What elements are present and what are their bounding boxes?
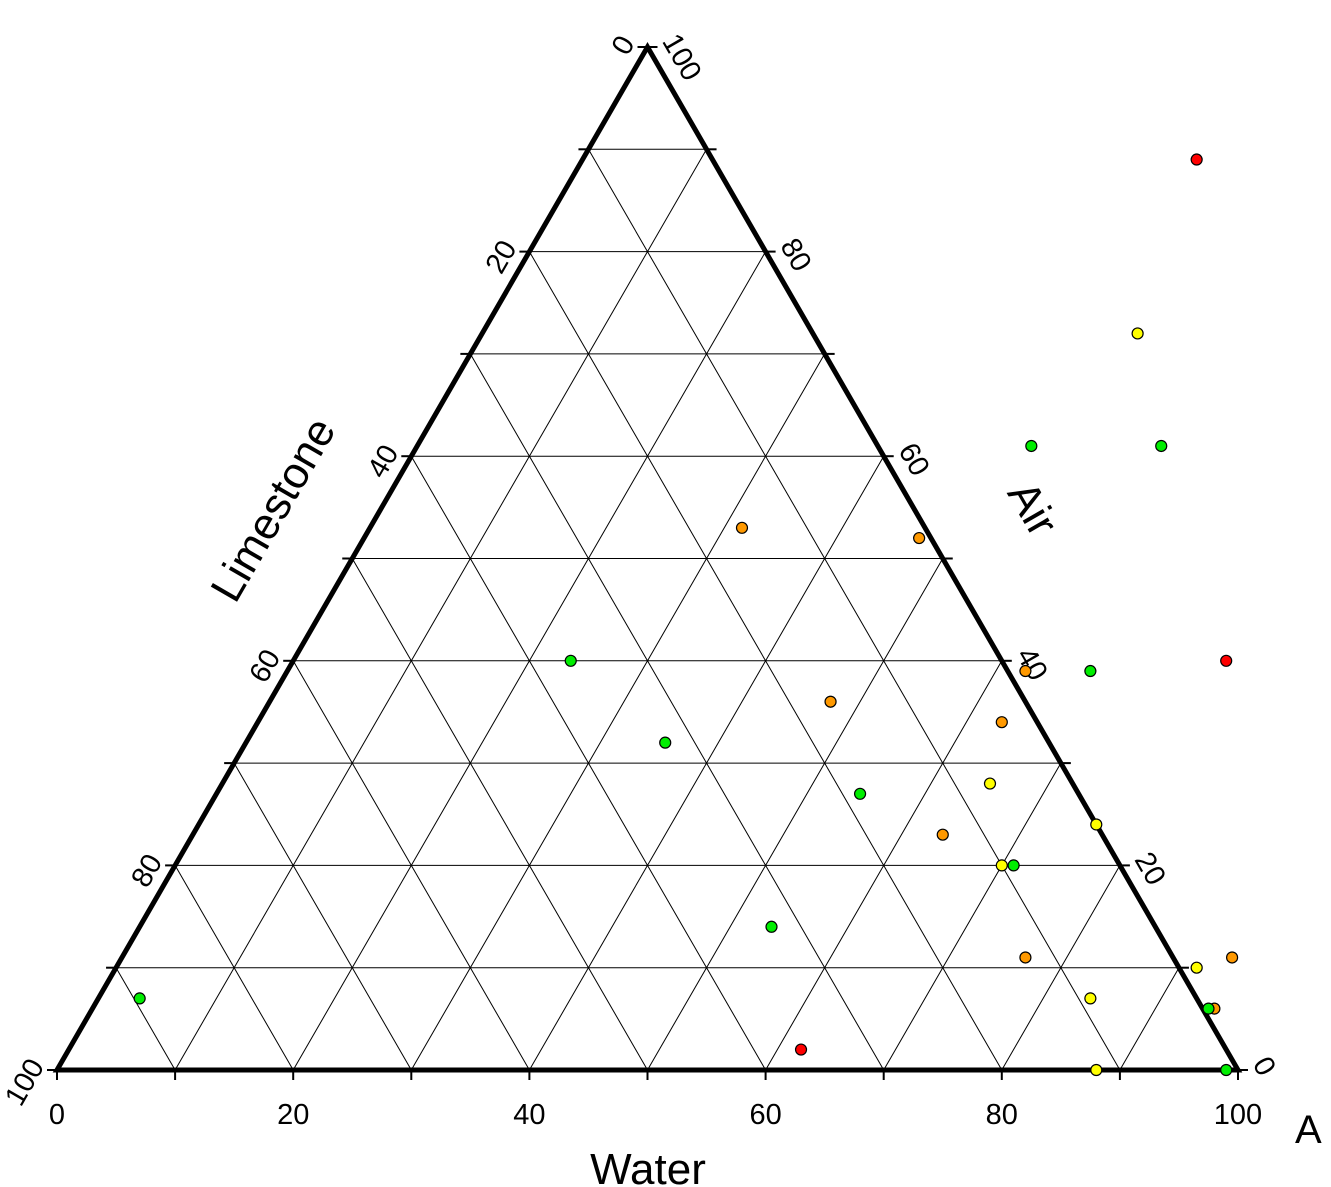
data-point-29 xyxy=(1090,1063,1103,1077)
right-tick-label: 80 xyxy=(774,233,818,277)
data-point-14 xyxy=(983,777,997,790)
bottom-tick-label: 0 xyxy=(49,1099,65,1131)
grid-line-water-10 xyxy=(174,149,707,1071)
left-tick-label: 100 xyxy=(0,1054,51,1112)
bottom-tick-label: 80 xyxy=(986,1099,1018,1131)
bottom-tick-label: 60 xyxy=(749,1099,781,1131)
data-point-28 xyxy=(794,1043,808,1056)
data-point-12 xyxy=(995,716,1008,729)
right-tick-label: 20 xyxy=(1128,847,1172,891)
data-points xyxy=(133,153,1239,1077)
data-point-9 xyxy=(1019,664,1032,678)
bottom-axis-title: Water xyxy=(590,1145,706,1187)
grid-line-water-30 xyxy=(410,353,826,1071)
grid-line-limestone-80 xyxy=(174,865,294,1071)
data-point-23 xyxy=(1190,961,1203,974)
grid-line-limestone-10 xyxy=(588,149,1121,1071)
left-tick-label: 0 xyxy=(606,31,642,61)
data-point-4 xyxy=(1155,439,1168,453)
bottom-tick-label: 40 xyxy=(513,1099,545,1131)
right-axis-title: Air xyxy=(998,473,1067,544)
left-axis-title: Limestone xyxy=(201,410,345,610)
data-point-21 xyxy=(1019,951,1032,964)
grid-line-limestone-50 xyxy=(351,558,648,1071)
data-point-8 xyxy=(1220,654,1233,667)
data-point-1 xyxy=(1190,153,1203,166)
data-point-6 xyxy=(913,531,926,545)
data-point-22 xyxy=(1225,951,1239,964)
data-point-19 xyxy=(1007,859,1020,872)
data-point-24 xyxy=(1084,992,1097,1005)
data-point-30 xyxy=(1220,1063,1233,1077)
data-point-20 xyxy=(765,920,778,933)
grid-line-water-80 xyxy=(1001,865,1121,1071)
grid-lines xyxy=(115,148,1180,1071)
grid-line-limestone-90 xyxy=(115,967,176,1071)
data-point-15 xyxy=(853,787,867,800)
data-point-18 xyxy=(995,859,1008,872)
data-point-13 xyxy=(659,736,672,749)
grid-line-limestone-60 xyxy=(292,660,530,1071)
data-point-10 xyxy=(1084,664,1097,678)
grid-line-water-70 xyxy=(883,762,1062,1071)
data-point-11 xyxy=(824,695,837,708)
bottom-tick-label: 20 xyxy=(277,1099,309,1131)
data-point-26 xyxy=(1202,1002,1215,1015)
grid-line-water-60 xyxy=(765,660,1003,1071)
grid-line-limestone-70 xyxy=(233,762,412,1071)
data-point-7 xyxy=(564,654,577,667)
data-point-3 xyxy=(1025,439,1038,453)
right-tick-label: 60 xyxy=(892,438,936,482)
data-point-2 xyxy=(1131,327,1144,340)
right-tick-label: 0 xyxy=(1246,1052,1282,1082)
data-point-5 xyxy=(735,521,749,534)
corner-label-a: A xyxy=(1295,1108,1322,1152)
grid-line-limestone-30 xyxy=(469,353,885,1071)
bottom-tick-label: 100 xyxy=(1214,1099,1262,1131)
right-tick-label: 40 xyxy=(1010,642,1054,686)
data-point-27 xyxy=(133,992,146,1005)
data-point-16 xyxy=(1090,818,1103,831)
grid-line-water-90 xyxy=(1119,967,1180,1071)
data-point-17 xyxy=(936,828,949,841)
grid-line-water-50 xyxy=(647,558,944,1071)
